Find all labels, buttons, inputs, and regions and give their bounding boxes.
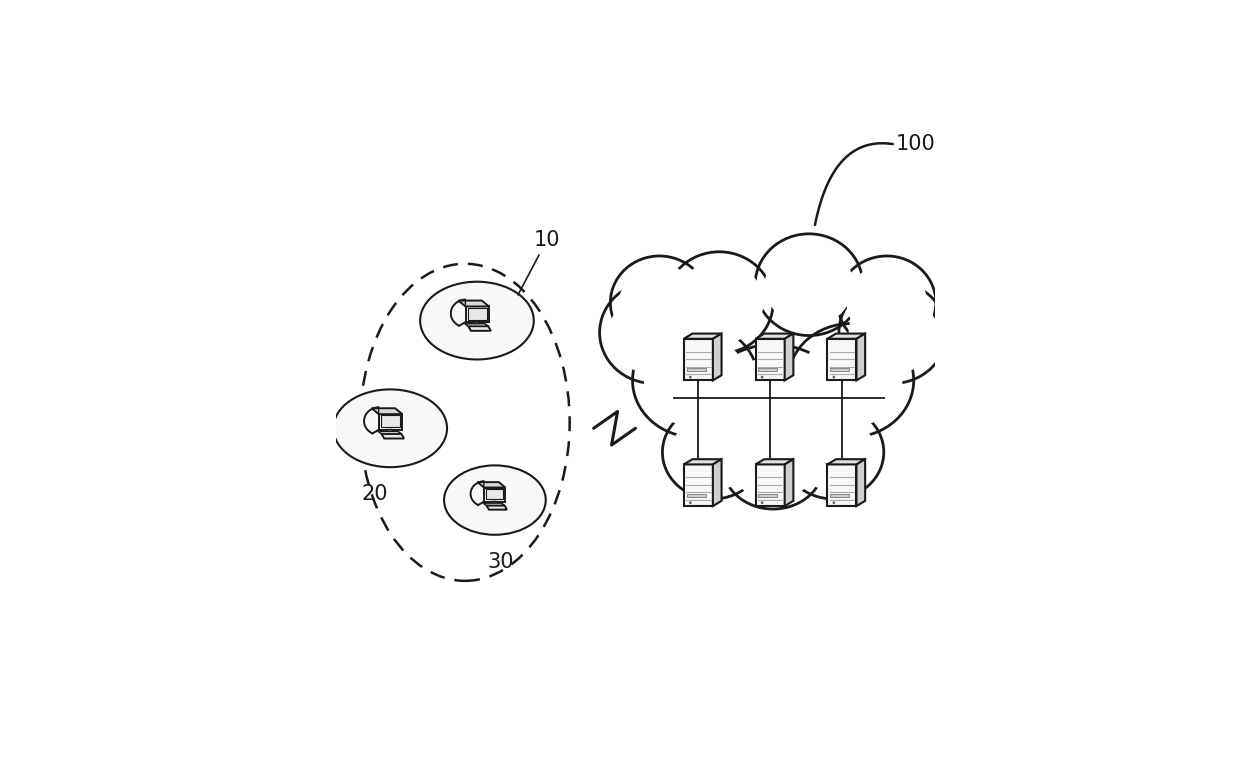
Text: 100: 100 [895, 134, 935, 154]
Ellipse shape [610, 256, 708, 350]
Polygon shape [474, 322, 479, 326]
Polygon shape [683, 339, 713, 381]
Polygon shape [687, 368, 706, 371]
Text: 20: 20 [362, 484, 388, 504]
Polygon shape [467, 308, 487, 319]
Ellipse shape [666, 252, 773, 354]
Polygon shape [755, 339, 785, 381]
Ellipse shape [444, 465, 546, 535]
Polygon shape [486, 489, 503, 500]
Polygon shape [683, 465, 713, 506]
Ellipse shape [789, 323, 914, 437]
Polygon shape [827, 339, 857, 381]
Ellipse shape [839, 282, 946, 383]
Ellipse shape [644, 334, 746, 427]
Ellipse shape [632, 323, 758, 437]
Polygon shape [459, 301, 489, 306]
Polygon shape [831, 368, 849, 371]
Polygon shape [713, 333, 722, 381]
Polygon shape [687, 494, 706, 497]
Polygon shape [785, 459, 794, 506]
Text: 10: 10 [518, 230, 560, 294]
Polygon shape [755, 459, 794, 465]
Circle shape [832, 376, 836, 378]
Ellipse shape [782, 406, 884, 499]
Polygon shape [683, 459, 722, 465]
Polygon shape [713, 459, 722, 506]
Ellipse shape [696, 344, 851, 488]
Polygon shape [831, 494, 849, 497]
Ellipse shape [847, 264, 928, 341]
Ellipse shape [334, 389, 448, 467]
Circle shape [760, 376, 764, 378]
Polygon shape [484, 487, 506, 502]
Ellipse shape [619, 264, 699, 341]
Ellipse shape [600, 282, 707, 383]
Circle shape [689, 376, 692, 378]
Ellipse shape [675, 261, 764, 344]
Circle shape [832, 501, 836, 504]
Polygon shape [381, 416, 401, 427]
Ellipse shape [765, 243, 853, 326]
Ellipse shape [662, 406, 764, 499]
Ellipse shape [838, 256, 936, 350]
Polygon shape [683, 333, 722, 339]
Circle shape [760, 501, 764, 504]
Text: 30: 30 [487, 552, 515, 572]
Ellipse shape [609, 291, 698, 375]
Polygon shape [484, 503, 505, 506]
Polygon shape [378, 414, 402, 430]
Polygon shape [372, 408, 402, 414]
Ellipse shape [791, 414, 874, 490]
Polygon shape [465, 306, 489, 322]
Ellipse shape [722, 420, 823, 509]
Polygon shape [827, 459, 866, 465]
Polygon shape [491, 502, 496, 506]
Ellipse shape [420, 282, 533, 360]
Polygon shape [755, 465, 785, 506]
Polygon shape [469, 326, 491, 331]
Polygon shape [857, 333, 866, 381]
Polygon shape [465, 323, 489, 326]
Ellipse shape [732, 427, 815, 501]
Polygon shape [759, 368, 777, 371]
Polygon shape [382, 434, 404, 438]
Polygon shape [759, 494, 777, 497]
Ellipse shape [848, 291, 937, 375]
Ellipse shape [755, 234, 863, 336]
Polygon shape [785, 333, 794, 381]
Polygon shape [387, 430, 392, 434]
Polygon shape [857, 459, 866, 506]
Ellipse shape [709, 357, 837, 476]
Ellipse shape [672, 414, 755, 490]
Polygon shape [827, 333, 866, 339]
Polygon shape [755, 333, 794, 339]
Ellipse shape [800, 334, 903, 427]
Polygon shape [477, 482, 506, 487]
Circle shape [689, 501, 692, 504]
Polygon shape [378, 431, 402, 434]
Polygon shape [827, 465, 857, 506]
Polygon shape [486, 506, 507, 510]
